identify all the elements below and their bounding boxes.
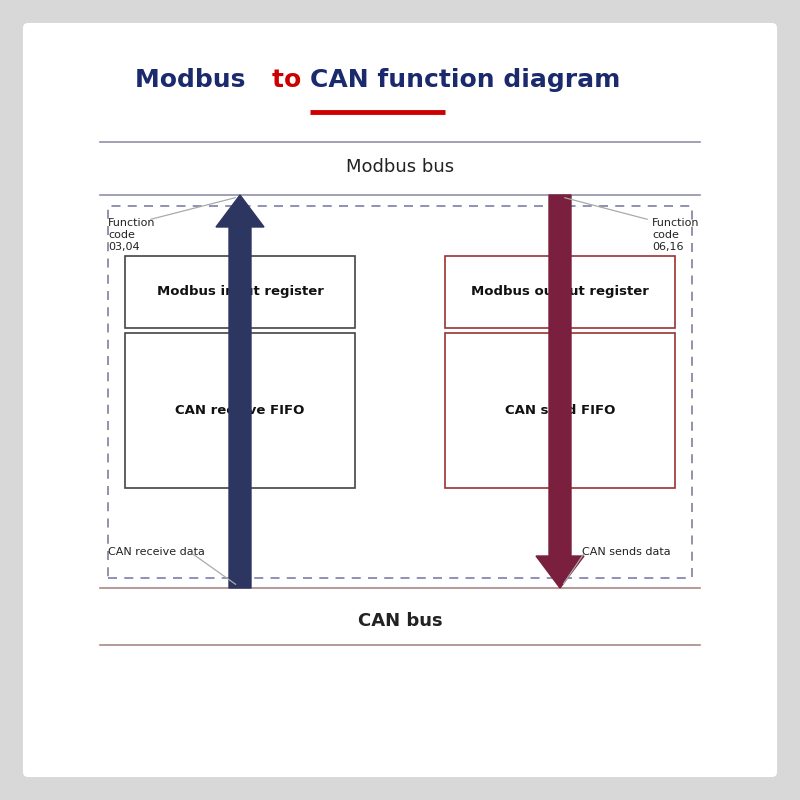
FancyArrow shape [536,195,584,588]
Text: CAN sends data: CAN sends data [582,547,670,557]
Text: Modbus output register: Modbus output register [471,286,649,298]
Text: Modbus bus: Modbus bus [346,158,454,176]
Text: CAN send FIFO: CAN send FIFO [505,404,615,417]
FancyArrow shape [216,195,264,588]
Text: CAN function diagram: CAN function diagram [310,68,620,92]
FancyBboxPatch shape [23,23,777,777]
Bar [108,206,692,578]
Text: CAN bus: CAN bus [358,612,442,630]
Bar [125,333,355,488]
Bar [445,333,675,488]
Text: to: to [272,68,310,92]
Text: CAN receive FIFO: CAN receive FIFO [175,404,305,417]
Bar [445,256,675,328]
Bar [125,256,355,328]
Text: Function
code
06,16: Function code 06,16 [652,218,699,251]
Text: CAN receive data: CAN receive data [108,547,205,557]
Text: Modbus input register: Modbus input register [157,286,323,298]
Text: Function
code
03,04: Function code 03,04 [108,218,155,251]
Text: Modbus: Modbus [135,68,254,92]
